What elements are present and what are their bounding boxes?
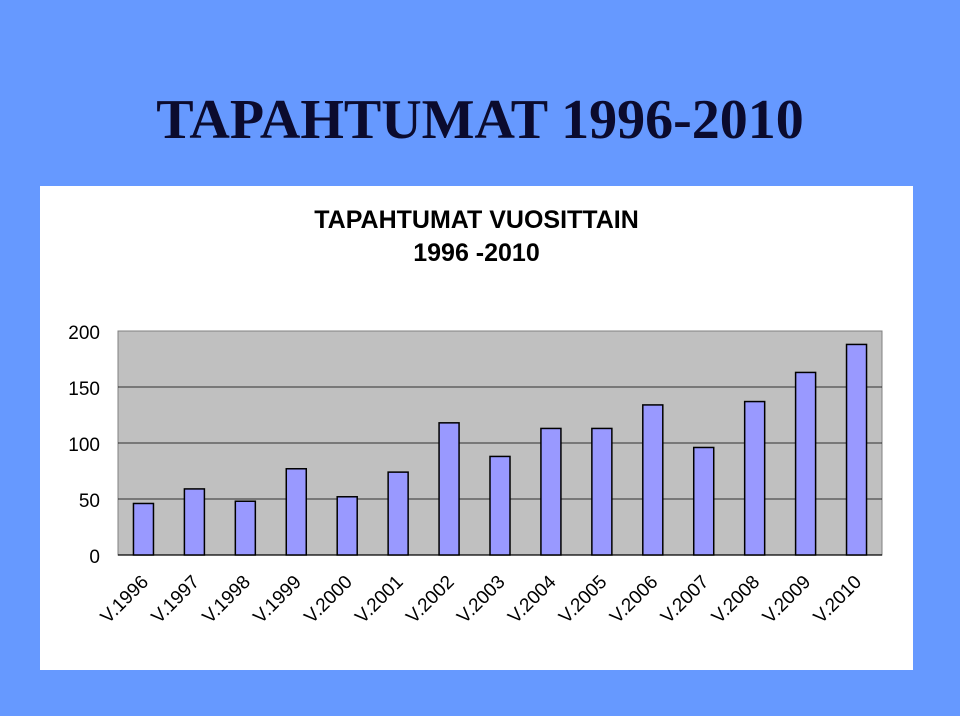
x-tick-label: V.1999 bbox=[250, 572, 306, 628]
bar bbox=[845, 343, 868, 556]
bar bbox=[794, 371, 817, 556]
x-tick-label: V.2007 bbox=[657, 572, 713, 628]
x-tick-label: V.1997 bbox=[148, 572, 204, 628]
bar bbox=[540, 427, 562, 556]
bar bbox=[489, 455, 511, 556]
x-tick-label: V.2008 bbox=[708, 572, 764, 628]
x-tick-label: V.2009 bbox=[759, 572, 815, 628]
x-tick-label: V.2003 bbox=[453, 572, 509, 628]
chart-panel: TAPAHTUMAT VUOSITTAIN 1996 -2010 0 50 100 1… bbox=[40, 186, 913, 670]
x-tick-label: V.2006 bbox=[606, 572, 662, 628]
bar bbox=[438, 422, 460, 556]
bar bbox=[642, 404, 664, 556]
bar bbox=[132, 502, 155, 556]
x-tick-label: V.2005 bbox=[555, 572, 611, 628]
y-tick-label: 0 bbox=[89, 547, 100, 568]
chart-subtitle: 1996 -2010 bbox=[413, 239, 540, 267]
x-tick-label: V.2000 bbox=[301, 572, 357, 628]
bar bbox=[692, 446, 715, 556]
y-tick-label: 100 bbox=[68, 435, 100, 456]
chart-title: TAPAHTUMAT VUOSITTAIN bbox=[314, 206, 639, 234]
chart-title-block: TAPAHTUMAT VUOSITTAIN 1996 -2010 bbox=[40, 204, 913, 270]
y-tick-label: 50 bbox=[79, 491, 100, 512]
bar bbox=[285, 468, 308, 556]
slide-title: TAPAHTUMAT 1996-2010 bbox=[156, 89, 804, 151]
y-tick-label: 200 bbox=[68, 323, 100, 344]
bar-chart: 050100150200V.1996V.1997V.1998V.1999V.20… bbox=[68, 323, 883, 628]
x-tick-label: V.1996 bbox=[97, 572, 153, 628]
x-tick-label: V.2001 bbox=[351, 572, 407, 628]
x-tick-label: V.1998 bbox=[199, 572, 255, 628]
bar bbox=[234, 500, 257, 556]
bar bbox=[336, 496, 358, 556]
bar bbox=[591, 427, 613, 556]
bar bbox=[743, 400, 766, 556]
bar bbox=[183, 488, 206, 556]
x-tick-label: V.2002 bbox=[402, 572, 458, 628]
x-tick-label: V.2010 bbox=[810, 572, 866, 628]
x-tick-label: V.2004 bbox=[504, 571, 561, 628]
y-tick-label: 150 bbox=[68, 379, 100, 400]
bar bbox=[387, 471, 409, 556]
